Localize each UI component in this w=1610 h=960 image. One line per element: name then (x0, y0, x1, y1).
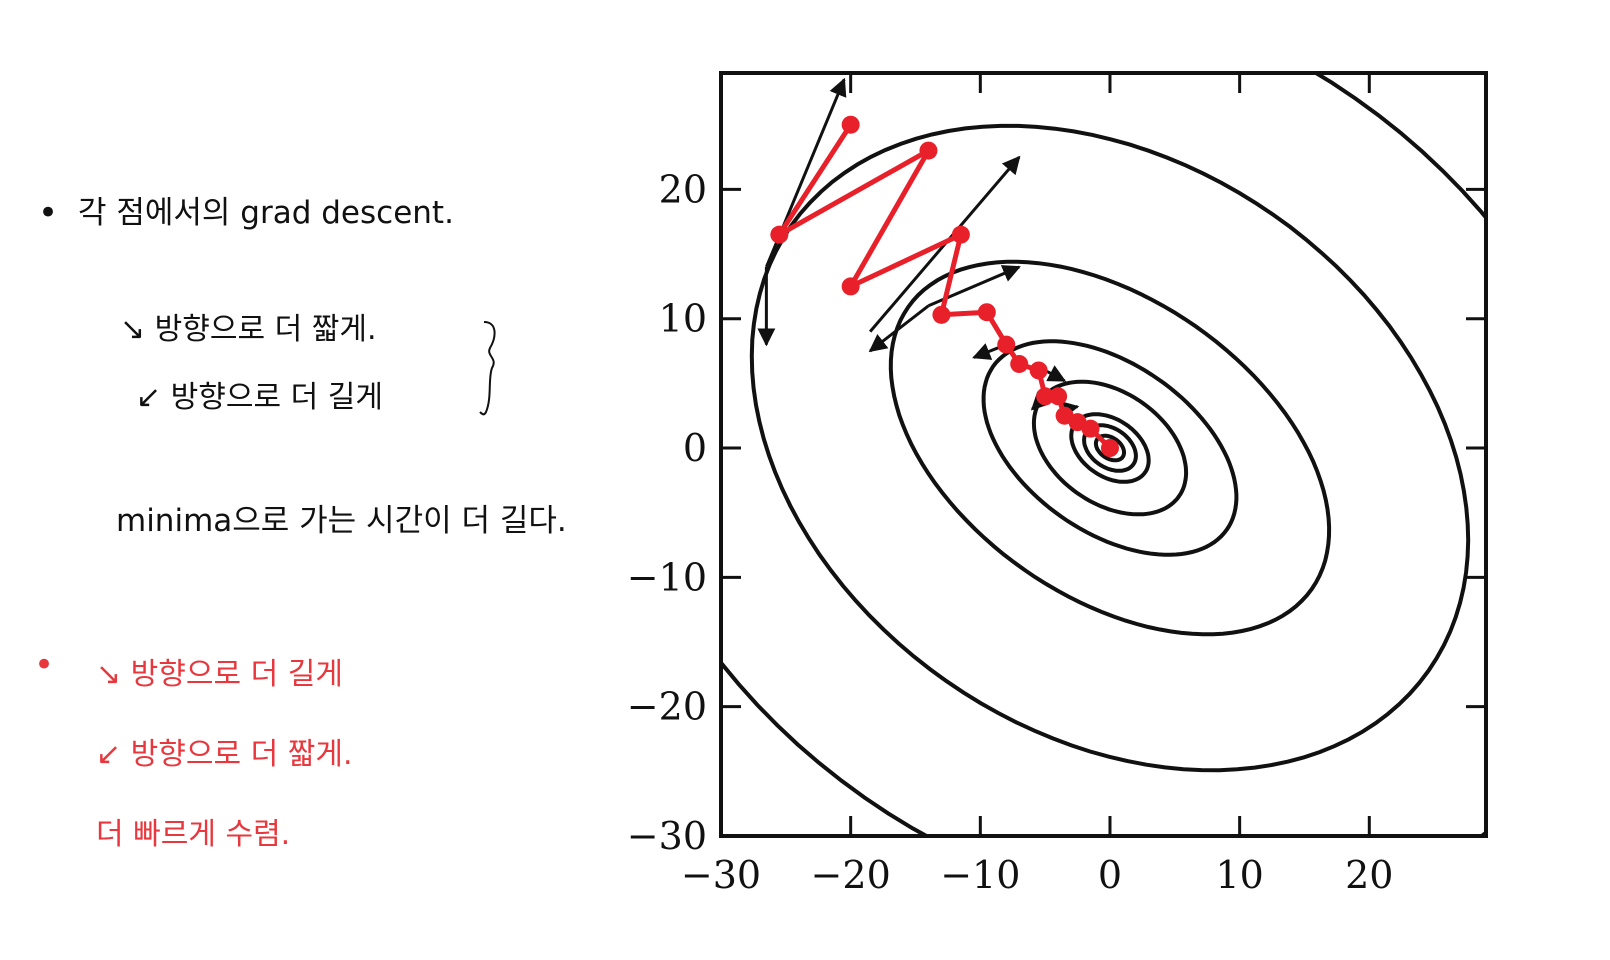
descent-point-14 (1081, 419, 1100, 438)
axis-ticks: −30 −20 −10 0 10 20 −30 −20 −10 0 10 20 (627, 73, 1486, 897)
y-tick-label-4: 10 (659, 297, 707, 341)
x-tick-label-3: 0 (1098, 853, 1122, 897)
x-tick-label-5: 20 (1345, 853, 1393, 897)
descent-point-0 (841, 115, 860, 134)
x-tick-label-4: 10 (1215, 853, 1263, 897)
y-tick-label-2: −10 (627, 555, 707, 599)
descent-point-6 (977, 303, 996, 322)
gradient-arrows (757, 77, 1080, 419)
contour-line-4 (981, 339, 1239, 557)
descent-point-10 (1036, 387, 1055, 406)
descent-point-4 (951, 225, 970, 244)
descent-path (770, 115, 1119, 458)
note-red-sw-shorter: ↙ 방향으로 더 짧게. (96, 737, 353, 772)
contour-line-5 (888, 259, 1332, 637)
contour-lines (721, 73, 1486, 836)
brace-mark (479, 321, 496, 416)
bullet-red: • (34, 645, 55, 685)
descent-point-9 (1029, 361, 1048, 380)
x-tick-label-2: −10 (940, 853, 1020, 897)
y-tick-label-3: 0 (683, 426, 707, 470)
descent-point-1 (770, 225, 789, 244)
handwritten-notes: • 각 점에서의 grad descent. ↘ 방향으로 더 짧게. ↙ 방향… (0, 0, 660, 960)
descent-point-15 (1100, 439, 1119, 458)
gradient-arrow-4 (868, 304, 930, 353)
note-red-se-longer: ↘ 방향으로 더 길게 (96, 657, 343, 692)
gradient-arrow-3 (927, 265, 1021, 308)
note-red-faster: 더 빠르게 수렴. (96, 817, 291, 852)
note-se-shorter: ↘ 방향으로 더 짧게. (120, 312, 377, 347)
contour-line-0 (1093, 433, 1126, 463)
descent-point-2 (919, 141, 938, 160)
x-tick-label-0: −30 (681, 853, 761, 897)
y-tick-label-0: −30 (627, 814, 707, 858)
descent-point-7 (997, 335, 1016, 354)
descent-point-5 (932, 305, 951, 324)
descent-point-11 (1049, 387, 1068, 406)
note-minima-time: minima으로 가는 시간이 더 길다. (116, 503, 567, 539)
y-tick-label-1: −20 (627, 685, 707, 729)
bullet-black: • (38, 193, 59, 233)
gradient-arrow-6 (1044, 365, 1067, 383)
descent-point-3 (841, 277, 860, 296)
y-tick-label-5: 20 (659, 167, 707, 211)
descent-point-8 (1010, 354, 1029, 373)
note-sw-longer: ↙ 방향으로 더 길게 (136, 380, 383, 415)
x-tick-label-1: −20 (811, 853, 891, 897)
plot-frame (719, 71, 1488, 838)
note-grad-descent: 각 점에서의 grad descent. (78, 195, 454, 231)
